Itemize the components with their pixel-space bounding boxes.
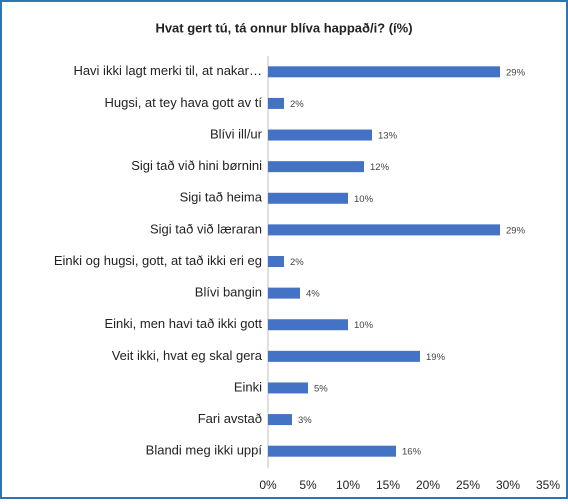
bar	[268, 66, 500, 78]
bar	[268, 319, 348, 331]
bar	[268, 256, 284, 267]
y-tick-label: Fari avstað	[198, 411, 262, 426]
x-tick-label: 10%	[336, 478, 360, 492]
x-tick-label: 25%	[456, 478, 480, 492]
value-label: 10%	[354, 320, 374, 331]
value-label: 13%	[378, 131, 398, 142]
y-tick-label: Hugsi, at tey hava gott av tí	[104, 95, 262, 110]
value-label: 5%	[314, 383, 328, 394]
x-tick-label: 0%	[259, 478, 277, 492]
value-label: 19%	[426, 352, 446, 363]
bar	[268, 350, 420, 362]
bar	[268, 382, 308, 394]
x-tick-label: 5%	[299, 478, 317, 492]
y-tick-label: Einki og hugsi, gott, at tað ikki eri eg	[54, 253, 262, 268]
value-label: 12%	[370, 162, 390, 173]
chart-title: Hvat gert tú, tá onnur blíva happað/i? (…	[155, 20, 412, 35]
y-tick-label: Sigi tað við hini børnini	[131, 158, 262, 173]
bar	[268, 161, 364, 173]
y-tick-label: Blívi bangin	[195, 285, 262, 300]
value-label: 2%	[290, 257, 304, 268]
value-label: 2%	[290, 99, 304, 110]
bar	[268, 287, 300, 299]
x-tick-label: 20%	[416, 478, 440, 492]
y-tick-label: Blívi ill/ur	[210, 126, 263, 141]
value-label: 3%	[298, 415, 312, 426]
y-tick-label: Havi ikki lagt merki til, at nakar…	[73, 63, 262, 78]
bar	[268, 192, 348, 204]
x-tick-label: 15%	[376, 478, 400, 492]
y-tick-label: Einki, men havi tað ikki gott	[104, 316, 262, 331]
y-tick-label: Sigi tað heima	[180, 190, 263, 205]
value-label: 29%	[506, 225, 526, 236]
x-tick-label: 35%	[536, 478, 560, 492]
y-tick-label: Einki	[234, 379, 262, 394]
y-tick-label: Sigi tað við læraran	[150, 221, 262, 236]
bar	[268, 129, 372, 141]
bar	[268, 224, 500, 236]
x-tick-label: 30%	[496, 478, 520, 492]
value-label: 29%	[506, 67, 526, 78]
value-label: 4%	[306, 289, 320, 300]
bar	[268, 414, 292, 426]
y-tick-label: Veit ikki, hvat eg skal gera	[112, 348, 263, 363]
value-label: 16%	[402, 447, 422, 458]
bar	[268, 445, 396, 457]
bar	[268, 97, 284, 109]
value-label: 10%	[354, 194, 374, 205]
y-tick-label: Blandi meg ikki uppí	[146, 443, 263, 458]
